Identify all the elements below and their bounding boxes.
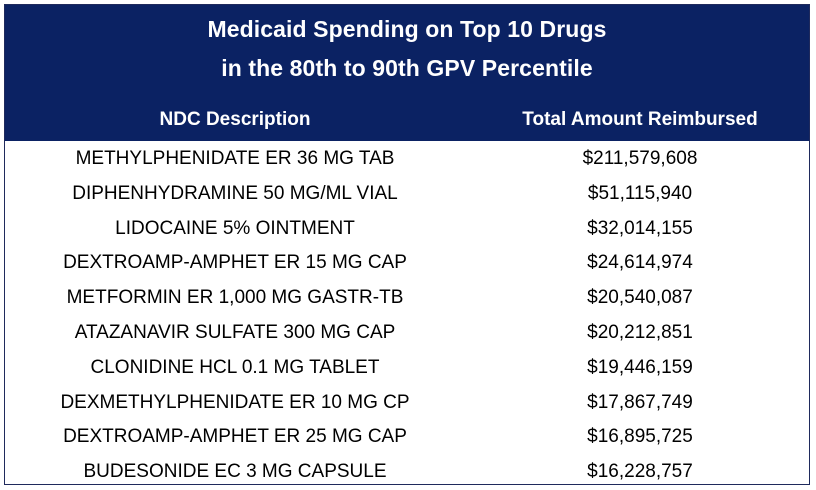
table-row: CLONIDINE HCL 0.1 MG TABLET $19,446,159 (5, 351, 809, 386)
drug-name-cell: ATAZANAVIR SULFATE 300 MG CAP (74, 322, 396, 343)
amount-cell: $16,228,757 (587, 461, 693, 483)
amount-cell: $51,115,940 (587, 182, 693, 204)
drug-name-cell: METFORMIN ER 1,000 MG GASTR-TB (66, 287, 404, 309)
table-row: DEXMETHYLPHENIDATE ER 10 MG CP $17,867,74… (5, 386, 809, 421)
drug-name-cell: METHYLPHENIDATE ER 36 MG TAB (75, 148, 395, 169)
amount-cell: $32,014,155 (587, 217, 693, 239)
amount-cell: $211,579,608 (582, 148, 698, 169)
amount-cell: $20,212,851 (587, 322, 693, 343)
column-header-ndc-description: NDC Description (159, 109, 311, 130)
amount-cell: $24,614,974 (587, 252, 693, 274)
column-header-total-amount: Total Amount Reimbursed (522, 109, 758, 130)
amount-cell: $20,540,087 (587, 287, 693, 309)
table-row: BUDESONIDE EC 3 MG CAPSULE $16,228,757 (5, 455, 809, 490)
table-row: DEXTROAMP-AMPHET ER 15 MG CAP $24,614,974 (5, 246, 809, 281)
amount-cell: $19,446,159 (587, 356, 693, 378)
table-row: METFORMIN ER 1,000 MG GASTR-TB $20,540,08… (5, 281, 809, 316)
table-row: ATAZANAVIR SULFATE 300 MG CAP $20,212,851 (5, 316, 809, 351)
drug-name-cell: DEXMETHYLPHENIDATE ER 10 MG CP (60, 391, 410, 413)
table-header: Medicaid Spending on Top 10 Drugs in the… (5, 5, 809, 141)
chart-title: Medicaid Spending on Top 10 Drugs (207, 16, 607, 42)
table-row: DIPHENHYDRAMINE 50 MG/ML VIAL $51,115,940 (5, 177, 809, 212)
amount-cell: $17,867,749 (587, 391, 693, 413)
table-row: DEXTROAMP-AMPHET ER 25 MG CAP $16,895,725 (5, 420, 809, 455)
drug-name-cell: CLONIDINE HCL 0.1 MG TABLET (90, 356, 380, 378)
drug-name-cell: BUDESONIDE EC 3 MG CAPSULE (83, 461, 387, 483)
drug-name-cell: DIPHENHYDRAMINE 50 MG/ML VIAL (72, 182, 398, 204)
drug-name-cell: LIDOCAINE 5% OINTMENT (115, 217, 355, 239)
table-row: LIDOCAINE 5% OINTMENT $32,014,155 (5, 212, 809, 247)
table-row: METHYLPHENIDATE ER 36 MG TAB $211,579,608 (5, 142, 809, 177)
chart-subtitle: in the 80th to 90th GPV Percentile (221, 55, 593, 81)
amount-cell: $16,895,725 (587, 426, 693, 448)
drug-name-cell: DEXTROAMP-AMPHET ER 25 MG CAP (63, 426, 407, 448)
drug-name-cell: DEXTROAMP-AMPHET ER 15 MG CAP (63, 252, 407, 274)
table-frame: Medicaid Spending on Top 10 Drugs in the… (4, 4, 810, 485)
